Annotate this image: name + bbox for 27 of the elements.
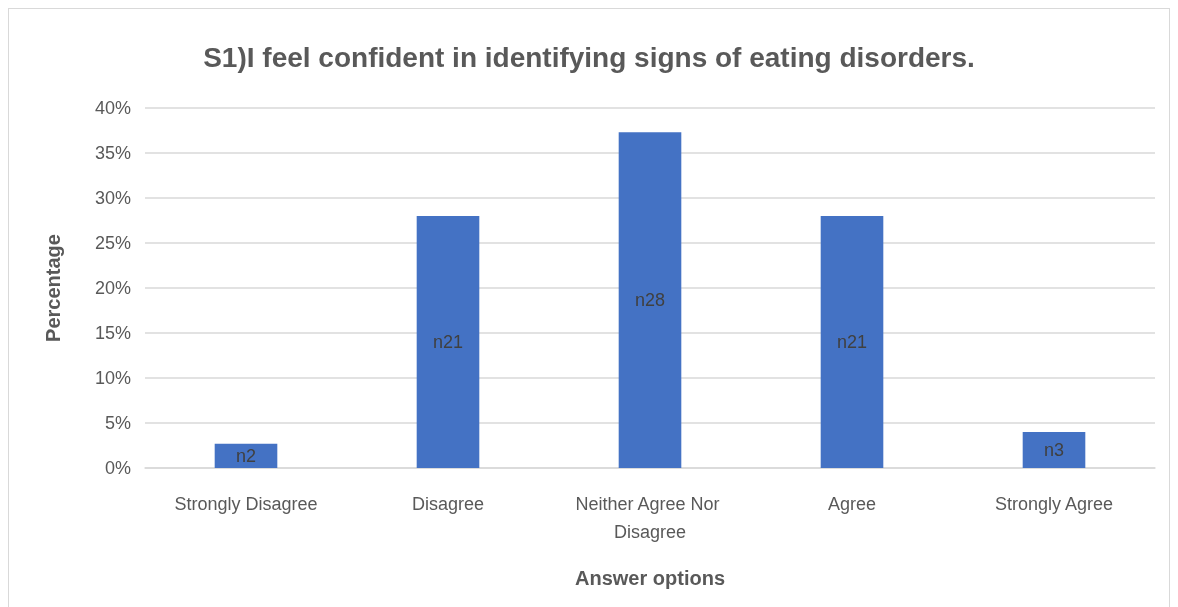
data-label: n28 (634, 290, 666, 311)
y-tick-label: 30% (94, 188, 131, 208)
x-tick-label: Neither Agree Nor Disagree (575, 494, 725, 542)
x-tick-label: Agree (827, 494, 877, 514)
bar (618, 132, 682, 468)
bar (820, 216, 884, 468)
data-label: n21 (836, 332, 868, 352)
y-tick-label: 5% (104, 413, 131, 433)
bar (214, 443, 278, 468)
y-tick-label: 35% (94, 143, 131, 163)
data-label: n2 (235, 445, 257, 466)
x-tick-label: Disagree (411, 494, 485, 514)
bar (416, 216, 480, 468)
y-tick-label: 40% (94, 98, 131, 118)
x-axis-title: Answer options (574, 567, 726, 589)
data-label: n3 (1043, 440, 1065, 460)
y-axis-title: Percentage (42, 234, 64, 342)
y-tick-label: 25% (94, 233, 131, 253)
chart-title: S1)I feel confident in identifying signs of eating disorders. (203, 41, 975, 73)
y-tick-label: 10% (94, 368, 131, 388)
x-tick-label: Strongly Disagree (174, 494, 318, 514)
y-tick-label: 0% (104, 458, 131, 478)
bar (1022, 432, 1086, 468)
y-tick-label: 20% (94, 278, 131, 298)
y-tick-label: 15% (94, 323, 131, 343)
data-label: n21 (432, 332, 464, 352)
x-tick-label: Strongly Agree (994, 494, 1114, 514)
